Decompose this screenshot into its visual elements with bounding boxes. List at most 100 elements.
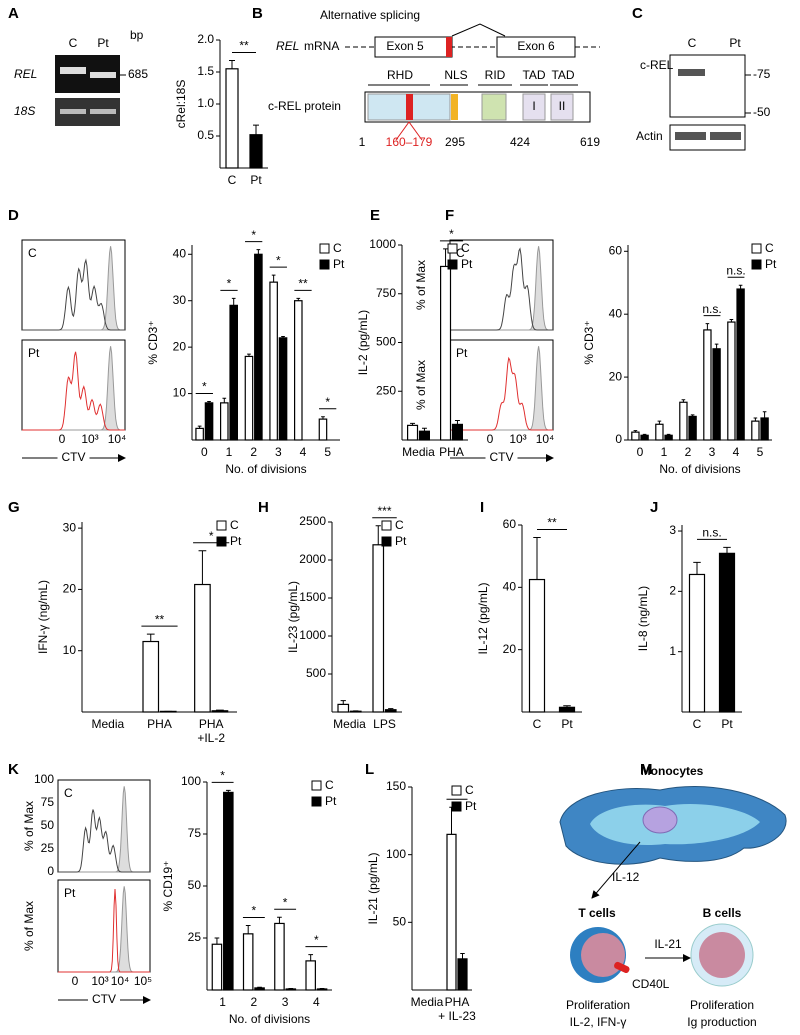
legend-swatch (311, 796, 322, 807)
bar (655, 423, 664, 441)
error-bar (753, 417, 758, 422)
bar (211, 710, 229, 713)
x-tick-label: 5 (757, 445, 764, 459)
bar (736, 288, 745, 441)
error-bar (443, 248, 449, 267)
sample-label: Pt (28, 346, 40, 360)
legend-swatch (216, 520, 227, 531)
bar (316, 988, 328, 991)
error-bar (690, 414, 695, 417)
y-axis-label: IL-8 (ng/mL) (636, 586, 650, 651)
bar (274, 922, 285, 991)
lane-label: Pt (729, 36, 741, 50)
y-tick-label: 1.5 (197, 64, 214, 78)
y-tick-label: 1500 (299, 590, 326, 604)
error-bar (666, 433, 671, 436)
x-tick-label: 10⁴ (108, 432, 127, 446)
position-label: 1 (359, 135, 366, 149)
x-tick-label: 10³ (91, 974, 108, 988)
bar (142, 640, 160, 713)
bar (195, 427, 204, 441)
x-tick-label: 10³ (509, 432, 526, 446)
panel-label: F (445, 207, 454, 224)
legend-swatch (311, 780, 322, 791)
x-tick-label: PHA + IL-23 (438, 995, 476, 1023)
x-tick-label: 0 (201, 445, 208, 459)
y-tick-label: 20 (609, 369, 623, 383)
domain-label: TAD (522, 68, 545, 82)
bar (640, 434, 649, 441)
error-bar (633, 430, 638, 433)
y-tick-label: 20 (63, 582, 77, 596)
x-tick-label: 4 (313, 995, 320, 1009)
y-tick-label: 10 (173, 386, 187, 400)
position-label: 295 (445, 135, 465, 149)
significance-label: *** (377, 504, 391, 518)
x-tick-label: Pt (561, 717, 573, 731)
x-tick-label: C (693, 717, 702, 731)
significance-label: * (283, 895, 288, 909)
y-tick-label: 1000 (299, 628, 326, 642)
x-tick-label: Media (411, 995, 444, 1009)
error-bar (231, 297, 236, 306)
x-tick-label: PHA +IL-2 (197, 717, 225, 745)
significance-label: * (251, 228, 256, 242)
bar (718, 552, 736, 713)
panel-label: C (632, 5, 643, 22)
x-axis-label: No. of divisions (225, 462, 306, 476)
legend-swatch (381, 520, 392, 531)
panel-label: A (8, 5, 19, 22)
sample-label: C (456, 246, 465, 260)
y-tick-label: 500 (376, 335, 396, 349)
error-bar (296, 297, 301, 301)
y-axis-label: IL-21 (pg/mL) (366, 852, 380, 924)
y-tick-label: 150 (386, 779, 406, 793)
error-bar (222, 397, 227, 403)
error-bar (146, 633, 155, 642)
sample-label: Pt (64, 886, 76, 900)
error-bar (214, 937, 220, 945)
panel-label: I (480, 499, 484, 516)
error-bar (198, 550, 207, 585)
legend-swatch (381, 536, 392, 547)
y-axis-label: % CD19⁺ (161, 860, 175, 911)
sample-label: C (64, 786, 73, 800)
y-tick-label: 30 (173, 293, 187, 307)
legend-label: Pt (395, 534, 407, 548)
error-bar (197, 425, 202, 429)
sample-label: C (28, 246, 37, 260)
bar (337, 703, 350, 713)
error-bar (657, 420, 662, 425)
x-tick-label: 3 (709, 445, 716, 459)
y-tick-label: 1000 (369, 237, 396, 251)
error-bar (281, 335, 285, 338)
y-tick-label: 2000 (299, 552, 326, 566)
y-tick-label: 0.5 (197, 128, 214, 142)
y-tick-label: 2.0 (197, 32, 214, 46)
y-tick-label: 0 (615, 432, 622, 446)
y-tick-label: 25 (188, 930, 202, 944)
legend-swatch (451, 801, 462, 812)
division-histogram (58, 888, 150, 973)
error-bar (762, 411, 767, 418)
significance-label: * (314, 933, 319, 947)
bar (305, 960, 316, 991)
unit-label: bp (130, 28, 144, 42)
mrna-label: mRNA (304, 39, 339, 53)
error-bar (225, 789, 231, 793)
significance-label: * (220, 768, 225, 782)
y-tick-label: 40 (503, 580, 517, 594)
bar (254, 987, 265, 991)
legend-swatch (319, 243, 330, 254)
bar (457, 958, 468, 991)
panel-label: E (370, 207, 380, 224)
x-tick-label: 4 (733, 445, 740, 459)
error-bar (256, 249, 261, 255)
y-tick-label: 60 (503, 517, 517, 531)
x-tick-label: 0 (637, 445, 644, 459)
bar (194, 583, 211, 713)
error-bar (247, 353, 251, 357)
protein-label: c-REL protein (268, 99, 341, 113)
x-tick-label: 0 (487, 432, 494, 446)
x-axis-label: CTV (62, 450, 86, 464)
